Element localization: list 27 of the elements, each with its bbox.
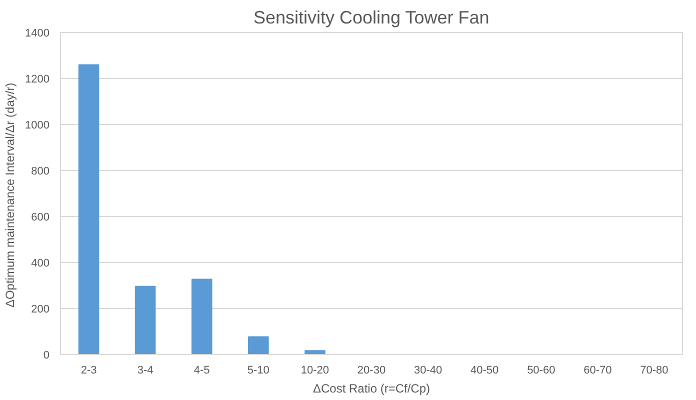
- x-tick-label: 70-80: [640, 364, 668, 376]
- y-tick-label: 800: [31, 166, 50, 178]
- x-tick-label: 5-10: [247, 364, 270, 376]
- y-tick-label: 1400: [25, 28, 50, 40]
- x-tick-label: 10-20: [300, 364, 330, 376]
- y-tick-label: 0: [43, 350, 50, 362]
- y-tick-label: 1200: [25, 74, 50, 86]
- x-tick-label: 2-3: [80, 364, 97, 376]
- bar: [78, 64, 100, 354]
- y-tick-label: 1000: [25, 120, 50, 132]
- bar: [248, 336, 269, 354]
- y-axis-title: ΔOptimum maintenance Interval/Δr (day/r): [3, 82, 18, 308]
- chart-title: Sensitivity Cooling Tower Fan: [253, 8, 490, 28]
- bar: [191, 278, 212, 354]
- x-tick-label: 20-30: [357, 364, 386, 376]
- x-tick-label: 30-40: [414, 364, 442, 376]
- bar: [304, 350, 326, 354]
- y-tick-label: 400: [31, 258, 50, 270]
- x-tick-label: 3-4: [137, 364, 154, 376]
- x-tick-label: 50-60: [527, 364, 556, 376]
- x-tick-label: 4-5: [194, 364, 210, 376]
- x-tick-label: 60-70: [584, 364, 612, 376]
- bar: [134, 286, 156, 354]
- y-tick-label: 600: [31, 212, 50, 224]
- x-axis-title: ΔCost Ratio (r=Cf/Cp): [312, 382, 430, 396]
- x-tick-label: 40-50: [470, 364, 499, 376]
- y-tick-label: 200: [31, 304, 50, 316]
